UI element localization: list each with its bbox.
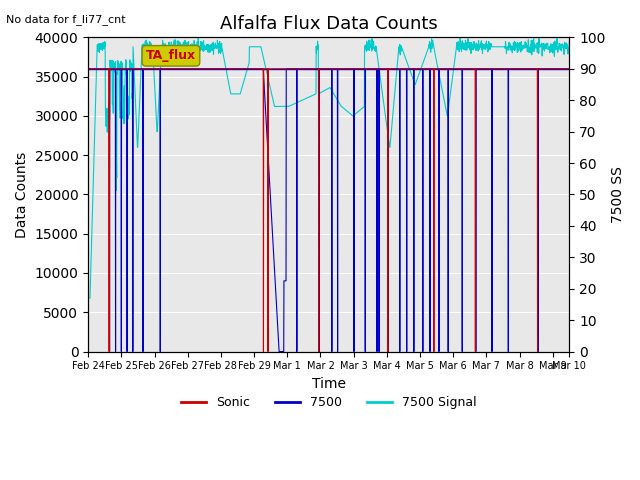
Y-axis label: 7500 SS: 7500 SS bbox=[611, 166, 625, 223]
Legend: Sonic, 7500, 7500 Signal: Sonic, 7500, 7500 Signal bbox=[176, 391, 481, 414]
Text: TA_flux: TA_flux bbox=[146, 49, 196, 62]
X-axis label: Time: Time bbox=[312, 377, 346, 391]
Title: Alfalfa Flux Data Counts: Alfalfa Flux Data Counts bbox=[220, 15, 438, 33]
Y-axis label: Data Counts: Data Counts bbox=[15, 151, 29, 238]
Text: No data for f_li77_cnt: No data for f_li77_cnt bbox=[6, 14, 126, 25]
